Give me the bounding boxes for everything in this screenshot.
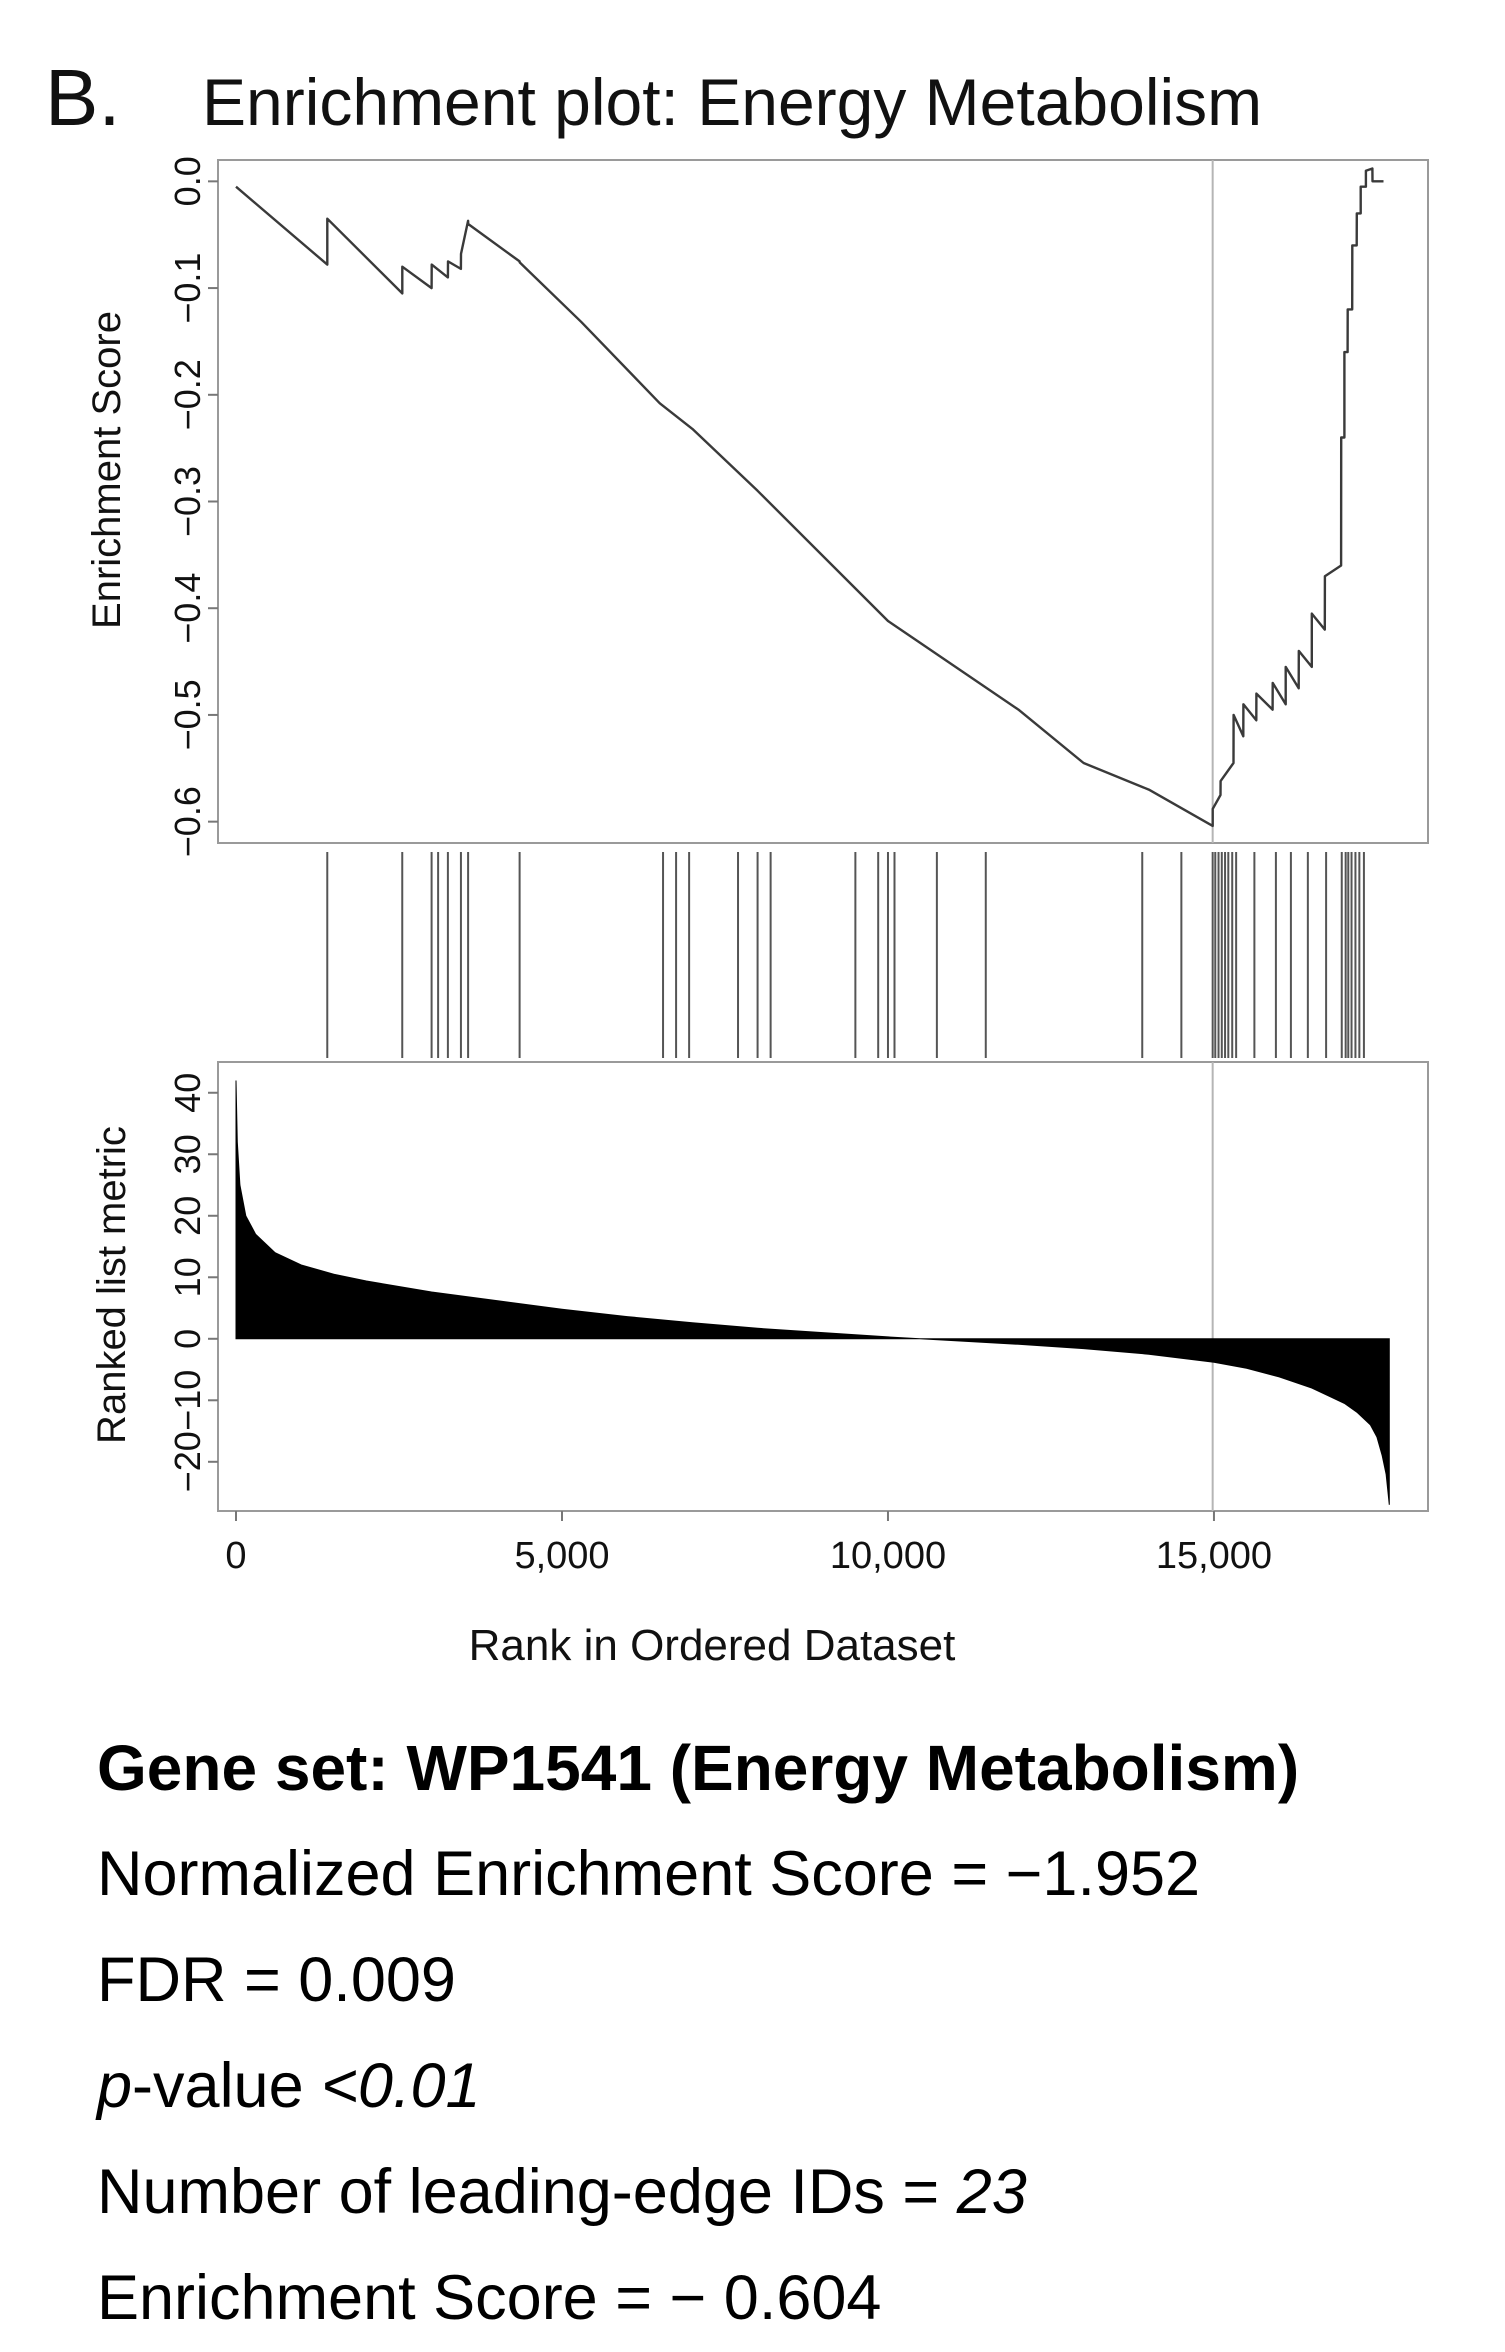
enrichment-y-axis: −0.6 −0.5 −0.4 −0.3 −0.2 −0.1 0.0	[167, 156, 218, 857]
enrichment-y-tick-label: −0.5	[167, 679, 208, 750]
ranked-metric-area	[235, 1080, 1390, 1505]
ranked-y-tick-label: 0	[167, 1329, 208, 1349]
ranked-y-tick-label: 30	[167, 1134, 208, 1174]
enrichment-y-tick-label: −0.2	[167, 359, 208, 430]
ranked-y-axis-label: Ranked list metric	[90, 1126, 134, 1444]
leading-edge-line: Number of leading-edge IDs = 23	[97, 2139, 1299, 2245]
x-tick-label: 0	[225, 1535, 246, 1577]
ranked-y-axis: −20−10 0 10 20 30 40	[167, 1073, 218, 1492]
ranked-panel-frame	[217, 1061, 1429, 1512]
ranked-y-tick-label: −20	[167, 1431, 208, 1492]
enrichment-panel-frame	[217, 159, 1429, 844]
ranked-y-tick-label: 20	[167, 1196, 208, 1236]
panel-label: B.	[45, 53, 121, 142]
gene-set-info: Gene set: WP1541 (Energy Metabolism) Nor…	[97, 1715, 1299, 2351]
p-mid: -value	[132, 2051, 322, 2121]
enrichment-y-tick-label: −0.6	[167, 786, 208, 857]
enrichment-y-tick-label: −0.4	[167, 573, 208, 644]
x-axis-label: Rank in Ordered Dataset	[469, 1621, 956, 1670]
ranked-y-tick-label: 40	[167, 1073, 208, 1113]
enrichment-y-tick-label: −0.1	[167, 253, 208, 324]
p-value-line: p-value <0.01	[97, 2033, 1299, 2139]
leading-edge-prefix: Number of leading-edge IDs =	[97, 2157, 957, 2227]
enrichment-y-tick-label: 0.0	[167, 156, 208, 206]
leading-edge-value: 23	[956, 2157, 1027, 2227]
enrichment-y-axis-label: Enrichment Score	[85, 311, 129, 629]
fdr-text: FDR = 0.009	[97, 1945, 456, 2015]
es-text: Enrichment Score = − 0.604	[97, 2263, 882, 2333]
gene-set-title: Gene set: WP1541 (Energy Metabolism)	[97, 1732, 1300, 1804]
nes-text: Normalized Enrichment Score = −1.952	[97, 1839, 1201, 1909]
ranked-y-tick-label: −10	[167, 1370, 208, 1431]
hit-barcode	[326, 852, 1365, 1058]
x-tick-label: 5,000	[514, 1535, 609, 1577]
x-tick-label: 10,000	[830, 1535, 946, 1577]
x-axis: 0 5,000 10,000 15,000	[225, 1511, 1272, 1577]
x-tick-label: 15,000	[1156, 1535, 1272, 1577]
p-value: <0.01	[321, 2051, 481, 2121]
enrichment-y-tick-label: −0.3	[167, 466, 208, 537]
chart-title: Enrichment plot: Energy Metabolism	[202, 65, 1262, 139]
p-prefix: p	[97, 2051, 133, 2121]
enrichment-score-line	[235, 167, 1384, 828]
ranked-y-tick-label: 10	[167, 1257, 208, 1297]
